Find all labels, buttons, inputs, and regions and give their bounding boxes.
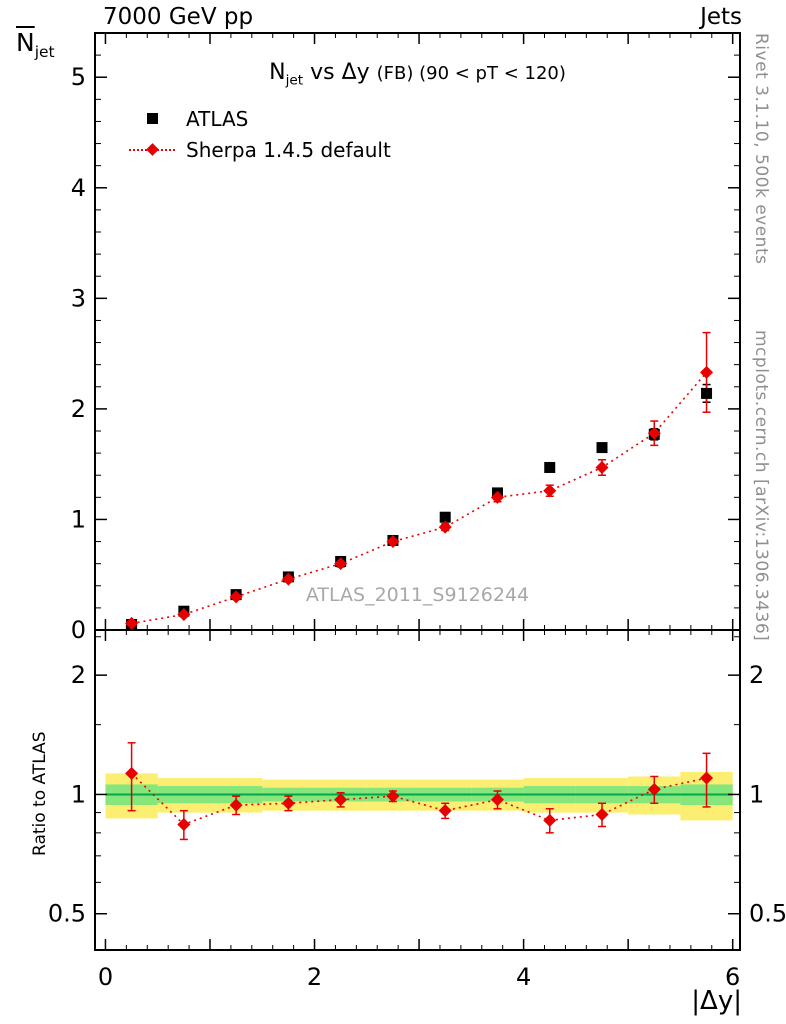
beam-energy-label: 7000 GeV pp bbox=[103, 4, 254, 30]
legend-item-sherpa: Sherpa 1.4.5 default bbox=[128, 134, 391, 165]
tick-label: 2 bbox=[307, 963, 322, 991]
legend-label-sherpa: Sherpa 1.4.5 default bbox=[186, 137, 391, 162]
sherpa-data-point bbox=[543, 484, 557, 498]
y-axis-label-base: N bbox=[16, 28, 35, 57]
sherpa-data-point bbox=[543, 813, 557, 827]
sherpa-data-point bbox=[490, 793, 504, 807]
tick-label: 5 bbox=[71, 63, 86, 91]
tick-label: 2 bbox=[749, 661, 764, 689]
legend-marker-area-atlas bbox=[128, 109, 176, 129]
tick-label: 0 bbox=[71, 616, 86, 644]
sherpa-line-main bbox=[131, 371, 708, 625]
sherpa-data-point bbox=[700, 771, 714, 785]
atlas-data-point bbox=[439, 511, 451, 523]
jets-label: Jets bbox=[700, 4, 742, 30]
diamond-marker-icon bbox=[145, 143, 159, 156]
legend-label-atlas: ATLAS bbox=[186, 106, 249, 131]
rivet-version-note: Rivet 3.1.10, 500k events bbox=[751, 33, 771, 265]
title-condition: (FB) (90 < pT < 120) bbox=[376, 63, 566, 84]
y-axis-label: Njet bbox=[16, 28, 55, 61]
sherpa-data-point bbox=[700, 365, 714, 379]
title-vs: vs bbox=[303, 60, 342, 85]
title-observable-sub: jet bbox=[285, 72, 304, 89]
tick-label: 3 bbox=[71, 284, 86, 312]
tick-label: 1 bbox=[71, 780, 86, 808]
tick-label: 0 bbox=[98, 963, 113, 991]
ratio-frame bbox=[94, 629, 741, 951]
tick-label: 2 bbox=[71, 395, 86, 423]
tick-label: 6 bbox=[725, 963, 740, 991]
sherpa-data-point bbox=[281, 796, 295, 810]
sherpa-data-point bbox=[438, 520, 452, 534]
sherpa-data-point bbox=[647, 426, 661, 440]
sherpa-data-point bbox=[229, 590, 243, 604]
sherpa-data-point bbox=[281, 572, 295, 586]
tick-label: 0.5 bbox=[48, 900, 86, 928]
plot-title: Njet vs Δy (FB) (90 < pT < 120) bbox=[95, 60, 740, 88]
x-axis-label: |Δy| bbox=[691, 986, 742, 1016]
sherpa-data-point bbox=[386, 789, 400, 803]
sherpa-data-point bbox=[125, 616, 139, 630]
sherpa-data-point bbox=[647, 782, 661, 796]
tick-label: 4 bbox=[71, 174, 86, 202]
legend-item-atlas: ATLAS bbox=[128, 103, 391, 134]
title-xvar: Δy bbox=[341, 60, 377, 85]
sherpa-data-point bbox=[334, 557, 348, 571]
tick-label: 0.5 bbox=[749, 900, 786, 928]
mcplots-reference-note: mcplots.cern.ch [arXiv:1306.3436] bbox=[751, 330, 771, 642]
sherpa-data-point bbox=[438, 804, 452, 818]
sherpa-data-point bbox=[229, 798, 243, 812]
y-axis-label-sub: jet bbox=[34, 43, 55, 61]
sherpa-data-point bbox=[177, 817, 191, 831]
tick-label: 1 bbox=[749, 780, 764, 808]
atlas-data-point bbox=[701, 387, 713, 399]
watermark: ATLAS_2011_S9126244 bbox=[305, 584, 530, 606]
sherpa-data-point bbox=[595, 807, 609, 821]
legend: ATLAS Sherpa 1.4.5 default bbox=[128, 103, 391, 165]
sherpa-data-point bbox=[386, 535, 400, 549]
ratio-axis-label: Ratio to ATLAS bbox=[30, 731, 50, 857]
sherpa-data-point bbox=[490, 490, 504, 504]
title-observable: N bbox=[269, 60, 286, 85]
atlas-data-point bbox=[596, 442, 608, 454]
legend-marker-area-sherpa bbox=[128, 140, 176, 160]
sherpa-data-point bbox=[125, 766, 139, 780]
tick-label: 2 bbox=[71, 661, 86, 689]
tick-label: 1 bbox=[71, 505, 86, 533]
tick-label: 4 bbox=[516, 963, 531, 991]
atlas-data-point bbox=[544, 461, 556, 473]
sherpa-data-point bbox=[334, 793, 348, 807]
sherpa-line-ratio bbox=[131, 772, 707, 826]
sherpa-data-point bbox=[595, 460, 609, 474]
square-marker-icon bbox=[146, 113, 158, 124]
sherpa-data-point bbox=[177, 608, 191, 622]
